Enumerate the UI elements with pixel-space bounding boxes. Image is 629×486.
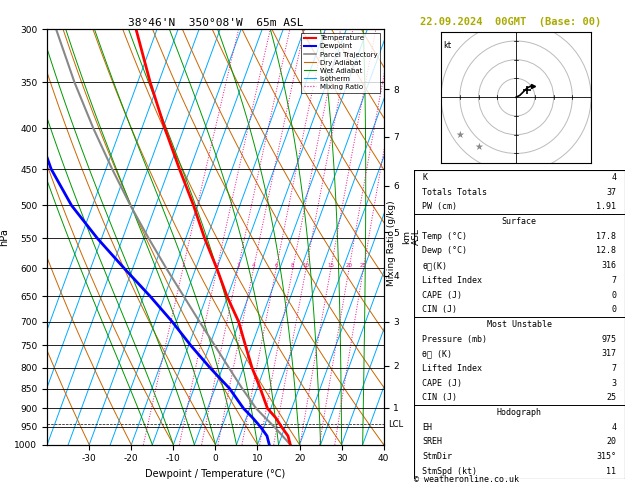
Text: 10: 10 [303, 263, 309, 268]
Text: kt: kt [443, 41, 451, 50]
Text: 975: 975 [601, 334, 616, 344]
Text: θᴇ (K): θᴇ (K) [422, 349, 452, 358]
Text: 17.8: 17.8 [596, 232, 616, 241]
Text: PW (cm): PW (cm) [422, 202, 457, 211]
Text: Surface: Surface [502, 217, 537, 226]
Text: Lifted Index: Lifted Index [422, 364, 482, 373]
Text: 3: 3 [611, 379, 616, 388]
Text: 8: 8 [291, 263, 294, 268]
Text: 3: 3 [237, 263, 240, 268]
Text: 4: 4 [252, 263, 255, 268]
Text: Lifted Index: Lifted Index [422, 276, 482, 285]
Text: SREH: SREH [422, 437, 442, 447]
Text: 20: 20 [606, 437, 616, 447]
X-axis label: Dewpoint / Temperature (°C): Dewpoint / Temperature (°C) [145, 469, 286, 479]
Text: 316: 316 [601, 261, 616, 270]
Text: ★: ★ [455, 130, 464, 140]
Text: 4: 4 [611, 423, 616, 432]
Text: 25: 25 [606, 393, 616, 402]
Text: 11: 11 [606, 467, 616, 476]
Text: 7: 7 [611, 364, 616, 373]
Text: StmDir: StmDir [422, 452, 452, 461]
Text: K: K [422, 173, 427, 182]
Y-axis label: hPa: hPa [0, 228, 9, 246]
Text: Dewp (°C): Dewp (°C) [422, 246, 467, 256]
Text: 0: 0 [611, 305, 616, 314]
Text: 315°: 315° [596, 452, 616, 461]
Text: Temp (°C): Temp (°C) [422, 232, 467, 241]
Text: 20: 20 [345, 263, 353, 268]
Legend: Temperature, Dewpoint, Parcel Trajectory, Dry Adiabat, Wet Adiabat, Isotherm, Mi: Temperature, Dewpoint, Parcel Trajectory… [301, 33, 380, 93]
Text: Mixing Ratio (g/kg): Mixing Ratio (g/kg) [387, 200, 396, 286]
Text: 1.91: 1.91 [596, 202, 616, 211]
Text: CAPE (J): CAPE (J) [422, 379, 462, 388]
Text: Most Unstable: Most Unstable [487, 320, 552, 329]
Text: 25: 25 [360, 263, 367, 268]
Title: 38°46'N  350°08'W  65m ASL: 38°46'N 350°08'W 65m ASL [128, 18, 303, 28]
Text: 317: 317 [601, 349, 616, 358]
Text: 1: 1 [181, 263, 185, 268]
Text: θᴇ(K): θᴇ(K) [422, 261, 447, 270]
Text: 7: 7 [611, 276, 616, 285]
Text: 22.09.2024  00GMT  (Base: 00): 22.09.2024 00GMT (Base: 00) [420, 17, 601, 27]
Text: CIN (J): CIN (J) [422, 305, 457, 314]
Text: Totals Totals: Totals Totals [422, 188, 487, 197]
Text: 37: 37 [606, 188, 616, 197]
Text: ★: ★ [474, 142, 483, 152]
Text: EH: EH [422, 423, 432, 432]
Text: Hodograph: Hodograph [497, 408, 542, 417]
Text: 2: 2 [215, 263, 219, 268]
Text: LCL: LCL [388, 420, 403, 429]
Text: 0: 0 [611, 291, 616, 299]
Text: CIN (J): CIN (J) [422, 393, 457, 402]
Text: 15: 15 [327, 263, 335, 268]
Text: Pressure (mb): Pressure (mb) [422, 334, 487, 344]
Y-axis label: km
ASL: km ASL [402, 228, 421, 245]
Text: © weatheronline.co.uk: © weatheronline.co.uk [414, 474, 519, 484]
Text: StmSpd (kt): StmSpd (kt) [422, 467, 477, 476]
Text: 4: 4 [611, 173, 616, 182]
Text: 12.8: 12.8 [596, 246, 616, 256]
Text: 6: 6 [274, 263, 278, 268]
Text: CAPE (J): CAPE (J) [422, 291, 462, 299]
